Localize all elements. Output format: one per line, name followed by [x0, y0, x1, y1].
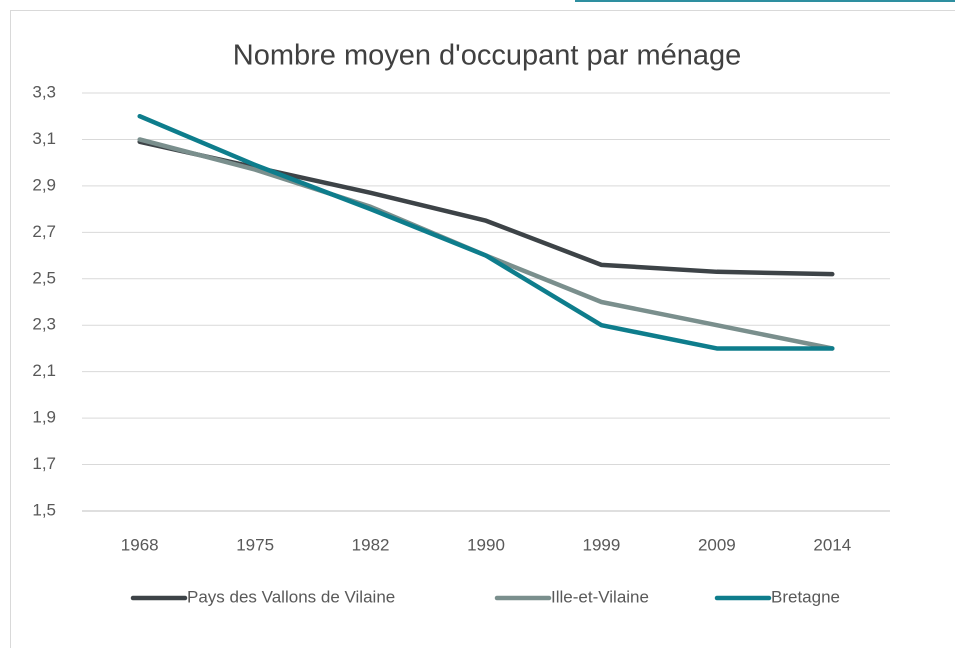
x-tick-label: 1968 [121, 535, 159, 554]
y-tick-label: 2,3 [32, 315, 56, 334]
legend-label: Bretagne [771, 587, 840, 606]
y-tick-label: 2,9 [32, 175, 56, 194]
y-tick-label: 1,9 [32, 408, 56, 427]
chart-title: Nombre moyen d'occupant par ménage [233, 40, 742, 72]
x-tick-label: 1990 [467, 535, 505, 554]
legend-label: Pays des Vallons de Vilaine [187, 587, 395, 606]
y-tick-label: 2,1 [32, 361, 56, 380]
y-tick-label: 1,7 [32, 454, 56, 473]
x-tick-label: 2014 [813, 535, 851, 554]
series-line [137, 113, 835, 351]
y-tick-label: 3,1 [32, 129, 56, 148]
x-tick-label: 1982 [352, 535, 390, 554]
x-tick-label: 1975 [236, 535, 274, 554]
y-tick-label: 2,5 [32, 268, 56, 287]
x-tick-label: 2009 [698, 535, 736, 554]
y-tick-label: 2,7 [32, 222, 56, 241]
y-tick-label: 1,5 [32, 500, 56, 519]
legend-label: Ille-et-Vilaine [551, 587, 649, 606]
x-tick-label: 1999 [583, 535, 621, 554]
y-tick-label: 3,3 [32, 82, 56, 101]
chart-frame [10, 10, 955, 648]
